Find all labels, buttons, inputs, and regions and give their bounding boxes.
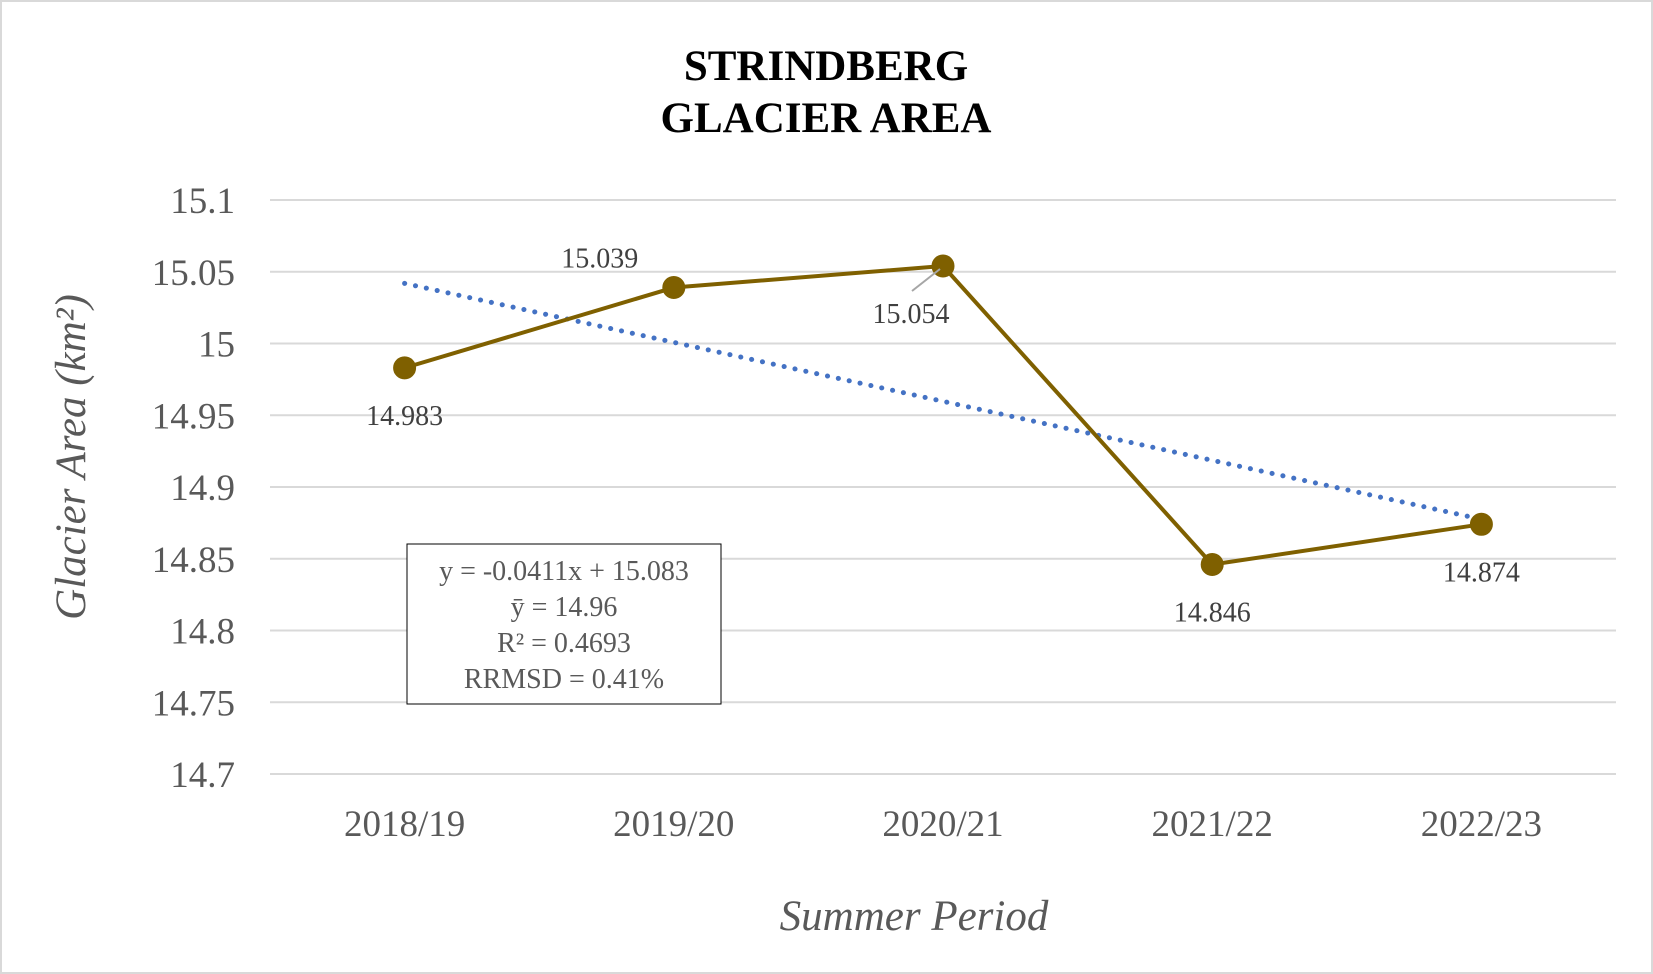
data-label: 14.874: [1443, 557, 1520, 588]
y-tick-label: 14.9: [170, 468, 235, 509]
data-label: 15.054: [873, 299, 950, 330]
stats-mean: ȳ = 14.96: [511, 592, 618, 623]
data-point: [393, 356, 417, 380]
stats-r-squared: R² = 0.4693: [497, 628, 631, 659]
stats-box-frame: [406, 543, 722, 705]
x-tick-label: 2021/22: [1152, 804, 1273, 845]
x-axis-ticks: 2018/19 2019/20 2020/21 2021/22 2022/23: [344, 804, 1542, 845]
y-tick-label: 14.95: [152, 396, 235, 437]
stats-box: y = -0.0411x + 15.083 ȳ = 14.96 R² = 0.4…: [406, 543, 722, 705]
y-tick-label: 15.05: [152, 253, 235, 294]
y-tick-label: 14.8: [170, 612, 235, 653]
x-axis-title: Summer Period: [780, 893, 1049, 940]
y-tick-label: 15.1: [170, 181, 235, 222]
data-label: 15.039: [561, 244, 638, 275]
data-point: [662, 276, 686, 300]
data-label: 14.846: [1174, 597, 1251, 628]
y-tick-label: 14.7: [170, 755, 235, 796]
data-labels: 14.983 15.039 15.054 14.846 14.874: [366, 244, 1520, 629]
x-tick-label: 2020/21: [882, 804, 1003, 845]
data-label-leader: [911, 268, 941, 292]
y-axis-title: Glacier Area (km²): [48, 294, 95, 620]
x-tick-label: 2022/23: [1421, 804, 1542, 845]
x-tick-label: 2019/20: [613, 804, 734, 845]
y-tick-label: 15: [198, 325, 235, 366]
x-tick-label: 2018/19: [344, 804, 465, 845]
data-label: 14.983: [366, 401, 443, 432]
stats-equation: y = -0.0411x + 15.083: [439, 556, 689, 587]
y-tick-label: 14.85: [152, 540, 235, 581]
y-axis-ticks: 15.1 15.05 15 14.95 14.9 14.85 14.8 14.75 14.7: [152, 181, 235, 796]
data-series: [393, 254, 1493, 576]
y-tick-label: 14.75: [152, 683, 235, 724]
data-point: [1200, 552, 1224, 576]
chart-title-line-2: GLACIER AREA: [661, 95, 992, 142]
stats-rrmsd: RRMSD = 0.41%: [464, 664, 664, 695]
data-point: [1469, 512, 1493, 536]
chart-title-line-1: STRINDBERG: [684, 43, 968, 90]
